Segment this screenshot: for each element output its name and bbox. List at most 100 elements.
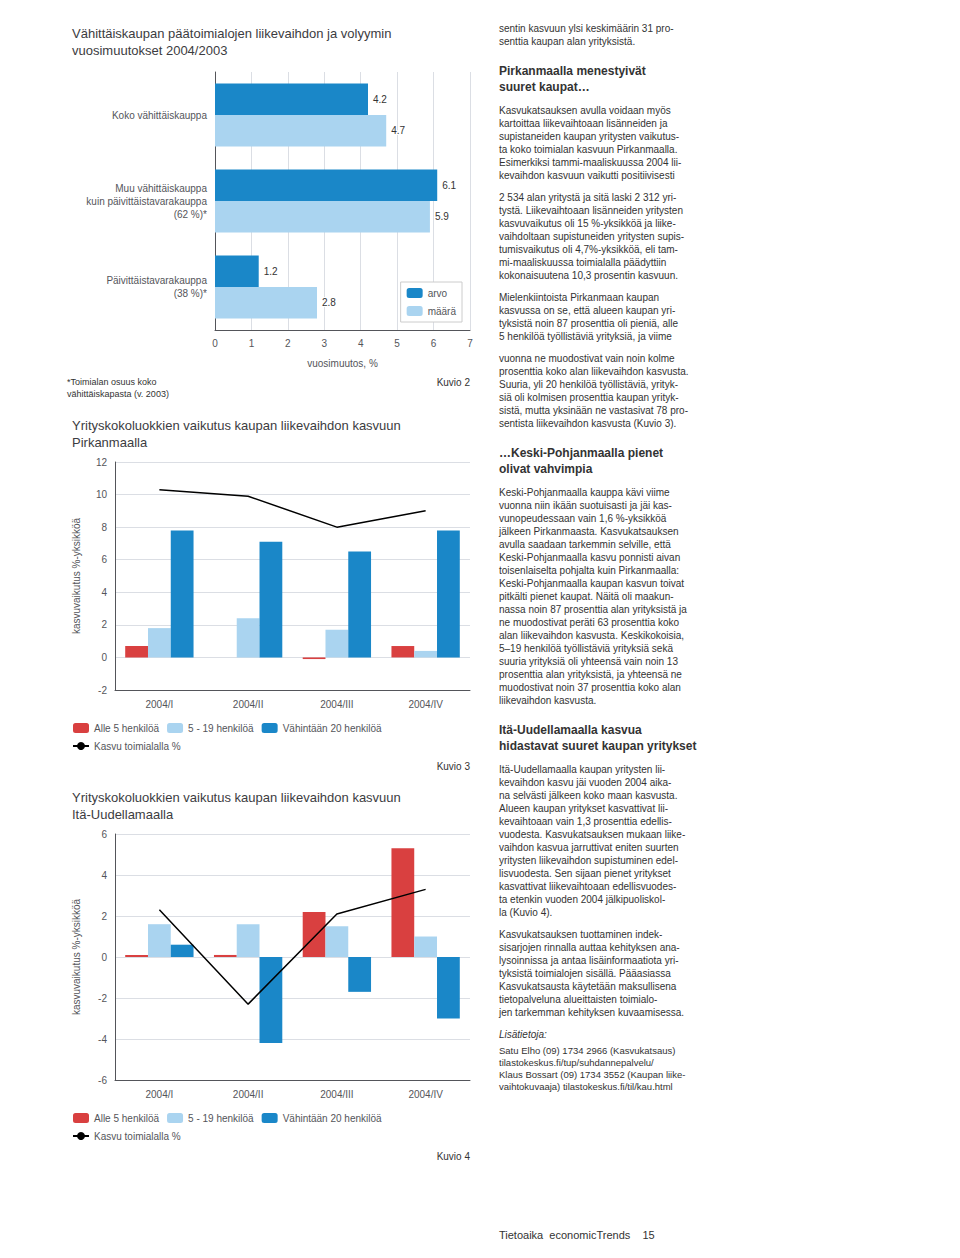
svg-text:yritysten liikevaihdon supistu: yritysten liikevaihdon supistuminen edel… [499,855,678,866]
svg-text:0: 0 [212,338,218,349]
svg-text:kasvuvaikutus %-yksikköä: kasvuvaikutus %-yksikköä [71,898,82,1015]
svg-text:lisvuodesta. Sen sijaan pienet: lisvuodesta. Sen sijaan pienet yritykset [499,868,671,879]
svg-text:2.8: 2.8 [322,297,336,308]
svg-text:2: 2 [101,911,107,922]
svg-text:jälkeen Pirkanmaasta. Kasvukat: jälkeen Pirkanmaasta. Kasvukatsauksen [498,526,679,537]
svg-text:-2: -2 [98,993,107,1004]
svg-text:tietopalveluna alueittaisten t: tietopalveluna alueittaisten toimialo- [499,994,657,1005]
svg-text:muodostivat noin 37 prosenttia: muodostivat noin 37 prosenttia koko alan [499,682,681,693]
svg-text:Yrityskokoluokkien vaikutus ka: Yrityskokoluokkien vaikutus kaupan liike… [72,790,401,805]
svg-text:1: 1 [249,338,255,349]
svg-text:5 - 19 henkilöä: 5 - 19 henkilöä [188,723,254,734]
svg-text:Kasvu toimialalla %: Kasvu toimialalla % [94,1131,181,1142]
svg-text:Suuria, yli 20 henkilöä työlli: Suuria, yli 20 henkilöä työllistäviä, yr… [499,379,678,390]
svg-text:6: 6 [101,829,107,840]
svg-text:vuonna niin ikään suotuisasti: vuonna niin ikään suotuisasti ja jäi kas… [499,500,672,511]
svg-text:Keski-Pohjanmaalla kaupan kasv: Keski-Pohjanmaalla kaupan kasvun toivat [499,578,684,589]
svg-text:kartoittaa liikevaihtoaan lisä: kartoittaa liikevaihtoaan lisänneiden ja [499,118,668,129]
svg-text:4: 4 [101,587,107,598]
svg-text:Tietoaika economicTrends 1: Tietoaika economicTrends 15 [499,1229,655,1241]
svg-text:Kuvio 3: Kuvio 3 [437,761,471,772]
svg-text:*Toimialan osuus koko: *Toimialan osuus koko [67,377,157,387]
svg-text:vuodesta. Kasvukatsauksen muka: vuodesta. Kasvukatsauksen mukaan liike- [499,829,685,840]
svg-text:kevaihdon kasvuun vaikutti pos: kevaihdon kasvuun vaikutti positiivisest… [499,170,675,181]
svg-text:8: 8 [101,522,107,533]
svg-text:Lisätietoja:: Lisätietoja: [499,1029,547,1040]
svg-text:Satu Elho (09) 1734 2966 (Kasv: Satu Elho (09) 1734 2966 (Kasvukatsaus) [499,1045,675,1056]
svg-text:jen tarkemman kehityksen kuvaa: jen tarkemman kehityksen kuvaamisessa. [498,1007,684,1018]
svg-text:2004/I: 2004/I [145,1089,173,1100]
svg-text:Pirkanmaalla menestyivät: Pirkanmaalla menestyivät [499,64,646,78]
svg-text:supistaneiden kaupan yritysten: supistaneiden kaupan yritysten vaikutus- [499,131,679,142]
svg-text:Esimerkiksi tammi-maaliskuussa: Esimerkiksi tammi-maaliskuussa 2004 lii- [499,157,681,168]
svg-text:sisarjojen rinnalla auttaa keh: sisarjojen rinnalla auttaa kehityksen an… [499,942,680,953]
svg-text:Keski-Pohjanmaalla kasvu ponni: Keski-Pohjanmaalla kasvu ponnisti aivan [499,552,680,563]
svg-text:4.2: 4.2 [373,94,387,105]
svg-text:Vähintään 20 henkilöä: Vähintään 20 henkilöä [283,723,382,734]
svg-text:suuret kaupat…: suuret kaupat… [499,80,590,94]
svg-text:vaihtokuvaaja) tilastokeskus.f: vaihtokuvaaja) tilastokeskus.fi/til/kau.… [499,1081,673,1092]
svg-text:Kasvukatsauksen tuottaminen in: Kasvukatsauksen tuottaminen indek- [499,929,662,940]
svg-text:vaihdon kasvua jarruttivat eni: vaihdon kasvua jarruttivat eniten suurte… [499,842,679,853]
svg-text:4: 4 [358,338,364,349]
svg-text:12: 12 [96,457,108,468]
svg-text:-6: -6 [98,1075,107,1086]
svg-text:tyksistä noin 87 prosenttia ol: tyksistä noin 87 prosenttia oli pieniä, … [499,318,678,329]
svg-text:10: 10 [96,489,108,500]
svg-text:tystä. Liikevaihtoaan lisännei: tystä. Liikevaihtoaan lisänneiden yritys… [499,205,683,216]
svg-text:3: 3 [322,338,328,349]
svg-text:Kasvukatsauksen avulla voidaan: Kasvukatsauksen avulla voidaan myös [499,105,671,116]
svg-text:la (Kuvio 4).: la (Kuvio 4). [499,907,552,918]
svg-text:2004/II: 2004/II [233,699,264,710]
svg-text:(62 %)*: (62 %)* [174,209,207,220]
svg-text:vuosimuutos, %: vuosimuutos, % [307,358,378,369]
svg-text:tilastokeskus.fi/tup/suhdannep: tilastokeskus.fi/tup/suhdannepalvelu/ [499,1057,654,1068]
svg-text:kasvuvaikutus oli 15 %-yksikkö: kasvuvaikutus oli 15 %-yksikköä ja liike… [499,218,676,229]
svg-text:tumisvaikutus oli 4,7%-yksikkö: tumisvaikutus oli 4,7%-yksikköä, eli tam… [499,244,678,255]
svg-text:4.7: 4.7 [391,125,405,136]
svg-text:6: 6 [431,338,437,349]
svg-text:kokonaisuutena 10,3 prosentin: kokonaisuutena 10,3 prosentin kasvuun. [499,270,678,281]
svg-text:vuosimuutokset 2004/2003: vuosimuutokset 2004/2003 [72,43,227,58]
svg-text:2004/III: 2004/III [320,699,353,710]
svg-text:Klaus Bossart (09) 1734 3552 (: Klaus Bossart (09) 1734 3552 (Kaupan lii… [499,1069,685,1080]
svg-text:Vähittäiskaupan päätoimialojen: Vähittäiskaupan päätoimialojen liikevaih… [72,26,391,41]
svg-text:Alle 5 henkilöä: Alle 5 henkilöä [94,723,159,734]
svg-text:-4: -4 [98,1034,107,1045]
svg-text:2004/III: 2004/III [320,1089,353,1100]
svg-text:mi-maaliskuussa toimialalla pä: mi-maaliskuussa toimialalla päädyttiin [499,257,666,268]
svg-text:Keski-Pohjanmaalla kauppa kävi: Keski-Pohjanmaalla kauppa kävi viime [499,487,670,498]
svg-text:avulla saadaan tarkemmin selvi: avulla saadaan tarkemmin selville, että [499,539,671,550]
svg-text:sentin kasvuun ylsi keskimääri: sentin kasvuun ylsi keskimäärin 31 pro- [499,23,674,34]
svg-text:vunopeudessaan vain 1,6 %-yksi: vunopeudessaan vain 1,6 %-yksikköä [499,513,667,524]
svg-text:Itä-Uudellamaalla kasvua: Itä-Uudellamaalla kasvua [499,723,642,737]
svg-text:Pirkanmaalla: Pirkanmaalla [72,435,148,450]
svg-text:0: 0 [101,652,107,663]
svg-text:määrä: määrä [428,306,457,317]
svg-text:Kasvu toimialalla %: Kasvu toimialalla % [94,741,181,752]
svg-text:2: 2 [101,619,107,630]
svg-text:kasvattivat liikevaihtoaan ede: kasvattivat liikevaihtoaan edellisvuodes… [499,881,676,892]
svg-text:Kasvukatsausta käytetään maksu: Kasvukatsausta käytetään maksullisena [499,981,677,992]
svg-text:5: 5 [394,338,400,349]
svg-text:arvo: arvo [428,288,448,299]
svg-text:tyksistä toimialojen sisällä.: tyksistä toimialojen sisällä. Pääasiassa [499,968,671,979]
svg-text:Yrityskokoluokkien vaikutus ka: Yrityskokoluokkien vaikutus kaupan liike… [72,418,401,433]
svg-text:(38 %)*: (38 %)* [174,288,207,299]
svg-text:ta koko toimialan kasvuun Pirk: ta koko toimialan kasvuun Pirkanmaalla. [499,144,677,155]
svg-text:prosenttia koko alan liikevaih: prosenttia koko alan liikevaihdon kasvus… [499,366,689,377]
svg-text:Päivittäistavarakauppa: Päivittäistavarakauppa [106,275,207,286]
svg-text:2: 2 [285,338,291,349]
svg-text:6.1: 6.1 [442,180,456,191]
svg-text:Kuvio 4: Kuvio 4 [437,1151,471,1162]
svg-text:5 - 19 henkilöä: 5 - 19 henkilöä [188,1113,254,1124]
svg-text:6: 6 [101,554,107,565]
svg-text:7: 7 [467,338,473,349]
svg-text:vuonna ne muodostivat vain noi: vuonna ne muodostivat vain noin kolme [499,353,675,364]
svg-text:2004/I: 2004/I [145,699,173,710]
svg-text:alan liikevaihdon kasvusta. Ke: alan liikevaihdon kasvusta. Keskikokoisi… [499,630,684,641]
svg-text:2004/IV: 2004/IV [408,1089,443,1100]
svg-text:Itä-Uudellamaalla kaupan yrity: Itä-Uudellamaalla kaupan yritysten lii- [499,764,665,775]
svg-text:Vähintään 20 henkilöä: Vähintään 20 henkilöä [283,1113,382,1124]
svg-text:lysoinnissa ja antaa lisäinfor: lysoinnissa ja antaa lisäinformaatiota y… [499,955,679,966]
